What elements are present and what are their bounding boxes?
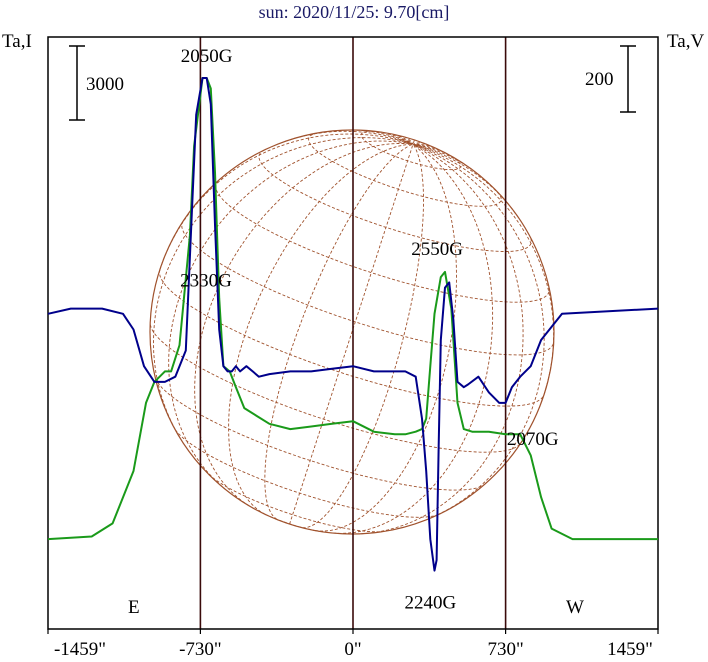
limb-label-east: E [128, 597, 140, 618]
scale-bar-left [69, 45, 85, 121]
scale-bars [69, 45, 636, 121]
longitude-line [413, 143, 449, 156]
longitude-line [361, 143, 524, 535]
scale-bar-right [620, 45, 636, 113]
y-label-right: Ta,V [667, 31, 704, 52]
longitude-line [314, 143, 457, 532]
longitude-line [228, 143, 414, 515]
scale-label-left: 3000 [86, 74, 124, 95]
annotation-label: 2070G [507, 429, 559, 450]
longitude-line [403, 136, 414, 145]
vertical-reference-lines [199, 37, 507, 629]
latitude-line [174, 429, 438, 518]
longitude-line [413, 143, 435, 148]
x-tick-label: 1459" [607, 639, 653, 660]
longitude-line [412, 143, 555, 395]
x-tick-labels: -1459" -730" 0" 730" 1459" [47, 629, 659, 660]
chart-title: sun: 2020/11/25: 9.70[cm] [259, 2, 450, 22]
latitude-line [258, 149, 532, 252]
latitude-line [149, 324, 520, 453]
annotation-label: 2550G [411, 239, 463, 260]
solar-disk-grid [149, 129, 555, 535]
series-lines [47, 77, 659, 572]
longitude-line [168, 140, 414, 491]
longitude-line [302, 143, 424, 529]
annotation-label: 2050G [181, 46, 233, 67]
x-tick-label: 730" [487, 639, 523, 660]
longitude-line [333, 143, 494, 534]
y-label-left: Ta,I [2, 31, 32, 52]
x-tick-label: 0" [344, 639, 361, 660]
longitude-line [264, 143, 414, 520]
longitude-line [413, 143, 472, 170]
longitude-line [159, 133, 414, 270]
longitude-line [351, 129, 414, 145]
latitude-line [215, 180, 550, 303]
longitude-line [412, 139, 415, 145]
longitude-line [412, 143, 545, 520]
scale-label-right: 200 [585, 69, 614, 90]
series-line-V [47, 77, 659, 572]
latitude-line [154, 377, 485, 491]
longitude-line [284, 130, 414, 145]
series-line-I [47, 77, 658, 541]
limb-label-west: W [566, 597, 584, 618]
annotation-label: 2330G [180, 271, 232, 292]
longitude-line [393, 134, 414, 145]
latitude-line [181, 220, 555, 356]
longitude-line [378, 131, 414, 145]
longitude-line [153, 137, 414, 439]
annotation-label: 2240G [405, 593, 457, 614]
longitude-line [412, 142, 425, 145]
longitude-line [194, 143, 414, 507]
peak-annotations: 2050G 2330G 2550G 2240G 2070G [180, 46, 559, 614]
x-tick-label: -730" [179, 639, 222, 660]
longitude-line [289, 143, 414, 525]
x-tick-label: -1459" [54, 639, 106, 660]
